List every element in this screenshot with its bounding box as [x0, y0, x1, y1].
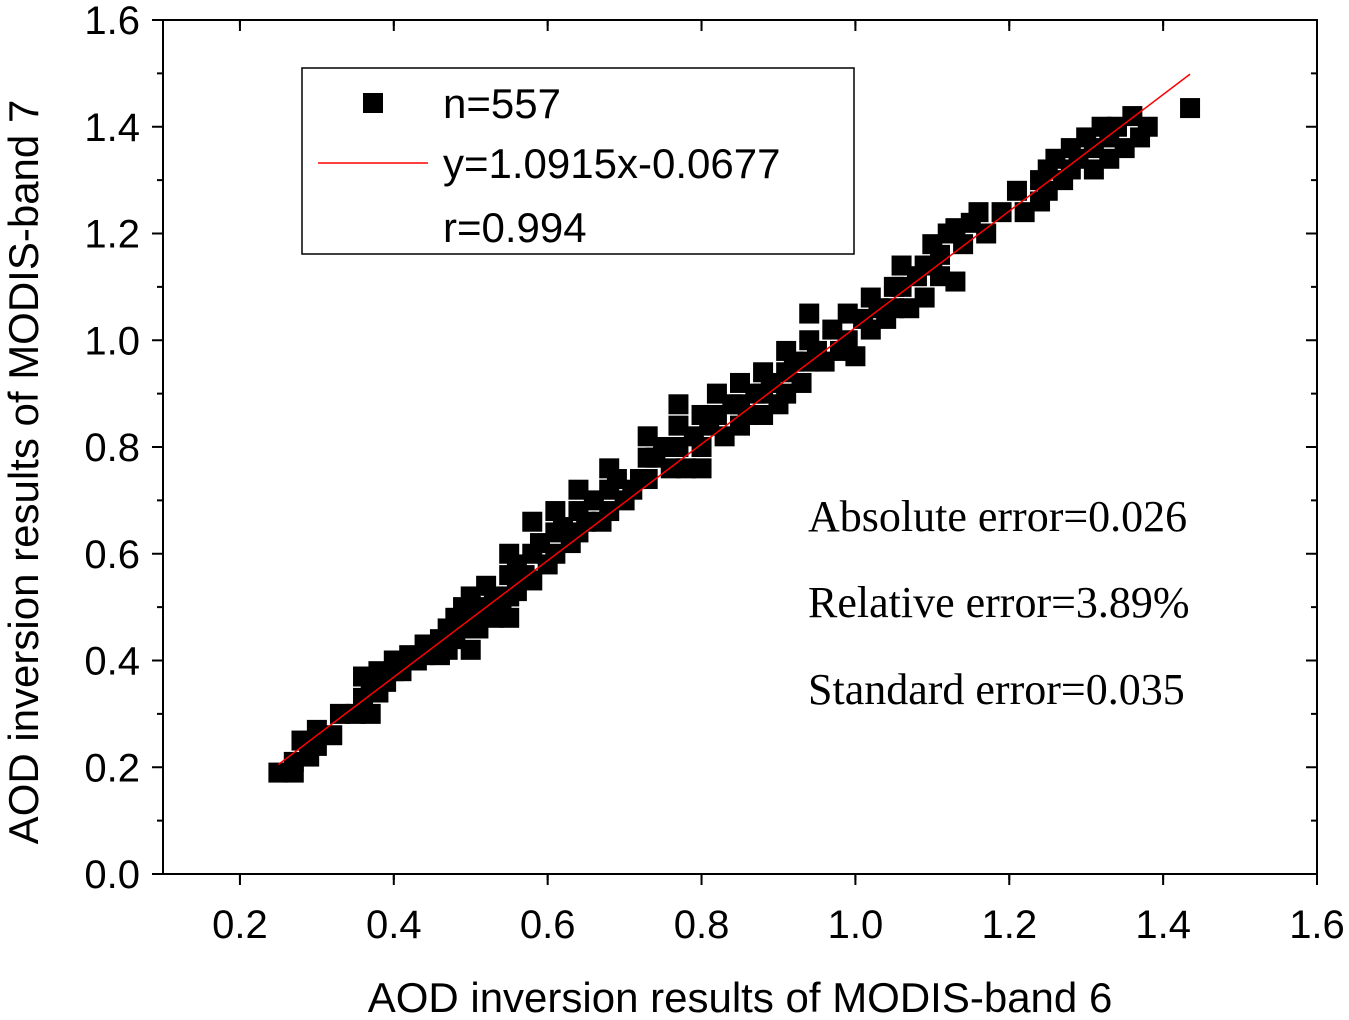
data-point: [891, 276, 912, 297]
data-point: [1137, 116, 1158, 137]
y-tick-label: 1.2: [84, 213, 140, 257]
data-point: [545, 501, 566, 522]
data-point: [1006, 180, 1027, 201]
data-point: [329, 703, 350, 724]
data-point: [668, 394, 689, 415]
data-point: [799, 303, 820, 324]
y-tick-label: 1.4: [84, 106, 140, 150]
error-annotation: Standard error=0.035: [808, 665, 1185, 714]
data-point: [529, 533, 550, 554]
y-tick-label: 1.6: [84, 0, 140, 43]
data-point: [899, 298, 920, 319]
legend-label-fit: y=1.0915x-0.0677: [443, 140, 780, 187]
y-tick-label: 1.0: [84, 319, 140, 363]
x-tick-label: 0.6: [520, 903, 576, 947]
data-point: [891, 255, 912, 276]
x-tick-label: 1.2: [981, 903, 1037, 947]
data-point: [1106, 116, 1127, 137]
data-point: [1045, 148, 1066, 169]
data-point: [976, 223, 997, 244]
data-point: [783, 351, 804, 372]
data-point: [668, 415, 689, 436]
data-point: [691, 437, 712, 457]
data-point: [791, 372, 812, 393]
fit-line: [277, 73, 1191, 766]
data-point: [306, 735, 327, 756]
data-point: [291, 730, 312, 751]
data-point: [1083, 159, 1104, 180]
data-point: [1114, 138, 1135, 159]
legend-marker: [363, 93, 383, 113]
legend-box: [301, 67, 855, 255]
data-point: [822, 319, 843, 340]
error-annotation: Absolute error=0.026: [808, 492, 1187, 541]
data-point: [714, 426, 735, 447]
y-tick-label: 0.6: [84, 533, 140, 577]
data-point: [930, 244, 951, 265]
data-point: [599, 501, 620, 522]
data-point: [991, 202, 1012, 223]
data-point: [268, 762, 289, 783]
y-tick-label: 0.4: [84, 640, 140, 684]
data-point: [460, 639, 481, 660]
data-point: [322, 725, 343, 746]
data-point: [583, 490, 604, 511]
data-point: [914, 287, 935, 308]
error-annotations: Absolute error=0.026 Relative error=3.89%…: [808, 492, 1190, 714]
data-point: [568, 479, 589, 500]
data-point: [1180, 98, 1201, 119]
data-point: [506, 581, 527, 602]
data-point: [730, 372, 750, 393]
data-point: [606, 469, 627, 490]
x-tick-label: 1.6: [1289, 903, 1345, 947]
data-point: [837, 303, 858, 324]
data-point: [837, 330, 858, 351]
data-point: [814, 351, 835, 372]
x-tick-label: 0.8: [674, 903, 730, 947]
data-point: [637, 469, 658, 490]
x-tick-label: 1.0: [828, 903, 884, 947]
y-tick-label: 0.8: [84, 426, 140, 470]
data-point: [553, 517, 574, 538]
data-point: [306, 719, 327, 740]
y-tick-label: 0.0: [84, 853, 140, 897]
x-tick-label: 0.2: [212, 903, 268, 947]
data-point: [1099, 148, 1120, 169]
y-tick-label: 0.2: [84, 746, 140, 790]
y-axis-title: AOD inversion results of MODIS-band 7: [0, 100, 47, 845]
data-point: [706, 404, 727, 425]
data-point: [345, 703, 366, 724]
legend-label-r: r=0.994: [443, 204, 587, 251]
fit-line-layer: [277, 73, 1191, 766]
data-point: [776, 383, 797, 404]
data-point: [945, 218, 966, 239]
data-point: [945, 271, 966, 292]
data-point: [845, 346, 866, 367]
data-point: [883, 298, 904, 319]
x-tick-label: 0.4: [366, 903, 422, 947]
data-point: [668, 437, 689, 457]
data-point: [468, 618, 489, 639]
x-axis-title: AOD inversion results of MODIS-band 6: [368, 974, 1113, 1020]
data-point: [691, 458, 712, 479]
data-point: [360, 703, 381, 724]
x-tick-label: 1.4: [1135, 903, 1191, 947]
data-point: [930, 266, 951, 287]
data-point: [676, 458, 697, 479]
data-point: [968, 202, 989, 223]
data-point: [860, 319, 881, 340]
data-point: [1014, 202, 1035, 223]
legend: n=557 y=1.0915x-0.0677 r=0.994: [301, 67, 855, 255]
data-point: [499, 607, 520, 628]
data-point: [522, 511, 543, 532]
legend-label-points: n=557: [443, 80, 561, 127]
data-point: [637, 426, 658, 447]
data-point: [737, 404, 758, 425]
error-annotation: Relative error=3.89%: [808, 578, 1190, 627]
data-point: [753, 404, 774, 425]
data-point: [706, 383, 727, 404]
data-point: [576, 511, 597, 532]
